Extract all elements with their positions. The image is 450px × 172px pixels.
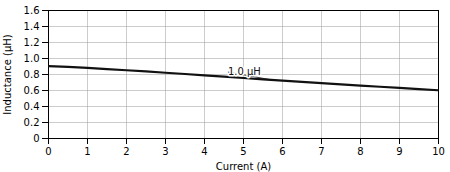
svg-text:4: 4	[201, 146, 207, 157]
svg-text:9: 9	[396, 146, 402, 157]
svg-text:0.4: 0.4	[24, 101, 40, 112]
svg-text:6: 6	[279, 146, 285, 157]
svg-text:1: 1	[84, 146, 90, 157]
svg-text:2: 2	[123, 146, 129, 157]
svg-text:Inductance (μH): Inductance (μH)	[2, 34, 13, 114]
svg-text:0.2: 0.2	[24, 117, 40, 128]
svg-text:1.0 μH: 1.0 μH	[228, 66, 261, 77]
svg-text:10: 10	[432, 146, 445, 157]
svg-text:3: 3	[162, 146, 168, 157]
svg-text:0: 0	[45, 146, 51, 157]
svg-text:Current (A): Current (A)	[216, 161, 271, 172]
svg-text:8: 8	[357, 146, 363, 157]
svg-text:1.0: 1.0	[24, 53, 40, 64]
svg-text:5: 5	[240, 146, 246, 157]
svg-text:0.6: 0.6	[24, 85, 40, 96]
svg-text:1.2: 1.2	[24, 37, 40, 48]
svg-text:0.8: 0.8	[24, 69, 40, 80]
svg-text:7: 7	[318, 146, 324, 157]
svg-text:0: 0	[33, 133, 39, 144]
svg-text:1.6: 1.6	[24, 5, 40, 16]
svg-text:1.4: 1.4	[24, 21, 40, 32]
